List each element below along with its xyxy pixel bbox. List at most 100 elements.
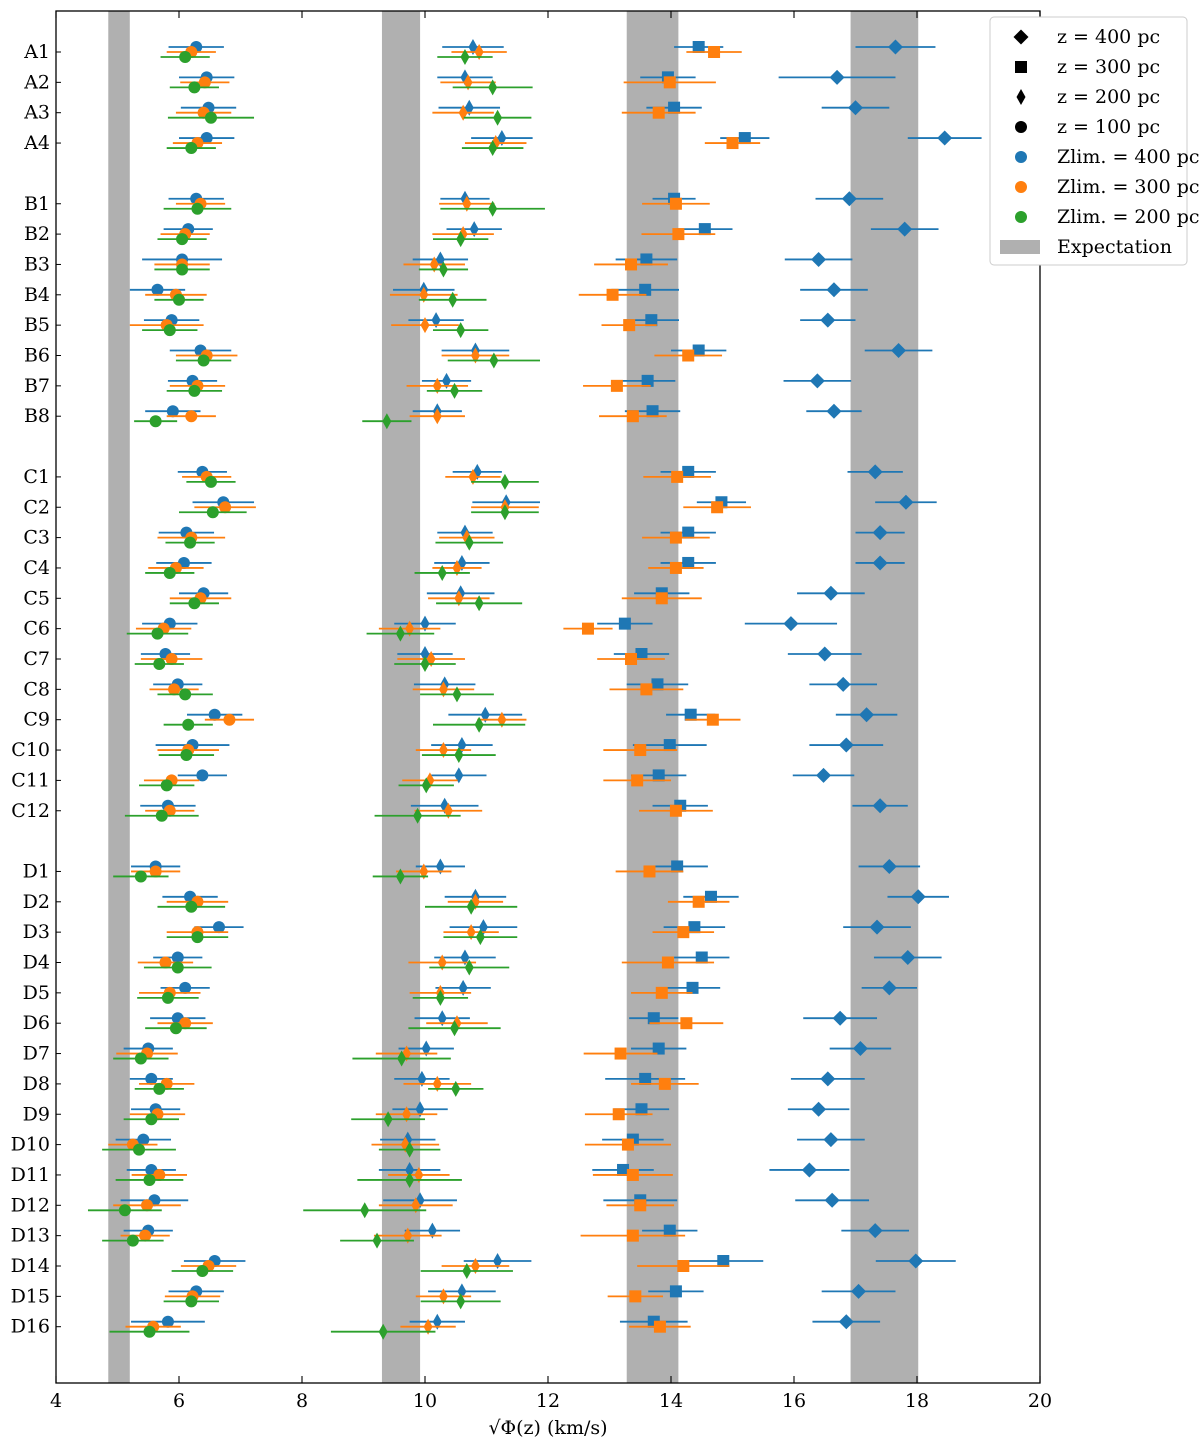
thin-diamond-marker [458, 104, 468, 121]
diamond-marker [867, 464, 883, 480]
thin-diamond-marker [427, 1222, 437, 1239]
square-marker [680, 1017, 693, 1030]
row-label: B2 [24, 223, 50, 245]
circle-marker [188, 597, 201, 610]
row-A4: A4 [23, 130, 982, 157]
thin-diamond-marker [493, 1253, 503, 1269]
diamond-marker [820, 1071, 836, 1087]
diamond-marker [841, 191, 857, 207]
row-D15: D15 [11, 1283, 896, 1310]
row-D8: D8 [23, 1070, 865, 1097]
row-label: C2 [23, 496, 50, 518]
thin-diamond-marker [395, 868, 405, 885]
circle-marker [197, 354, 210, 367]
thin-diamond-marker [443, 802, 453, 819]
square-marker [629, 1290, 642, 1303]
row-B6: B6 [24, 342, 933, 369]
square-marker [671, 860, 684, 873]
thin-diamond-marker [437, 954, 447, 971]
diamond-marker [898, 494, 914, 510]
row-A1: A1 [23, 39, 936, 65]
thin-diamond-marker [378, 1323, 388, 1340]
square-marker [672, 228, 685, 241]
diamond-marker [881, 858, 897, 874]
thin-diamond-marker [423, 1318, 433, 1335]
square-marker [692, 41, 705, 53]
row-label: B3 [24, 253, 50, 275]
data-rows: A1 A2 A3 A4 B1 B2 B3 B4 B5 B6 B7 B8 C1 C2 C3 C4 C5 C6 C7 C8… [11, 39, 982, 1340]
row-label: C10 [11, 739, 50, 761]
diamond-marker [823, 1132, 839, 1148]
thin-diamond-marker [468, 468, 478, 485]
row-D2: D2 [23, 888, 949, 915]
thin-diamond-marker [488, 200, 498, 217]
thin-diamond-marker [405, 1161, 415, 1178]
diamond-marker [811, 1101, 827, 1117]
square-marker [634, 744, 647, 757]
square-marker [652, 1042, 665, 1055]
thin-diamond-marker [432, 1075, 442, 1092]
square-marker [626, 1168, 639, 1181]
square-marker [640, 683, 653, 696]
circle-marker [180, 749, 193, 762]
circle-marker [139, 1229, 152, 1242]
diamond-marker [1013, 29, 1029, 45]
x-tick-label: 16 [782, 1390, 806, 1412]
square-marker [677, 926, 690, 939]
row-label: D2 [23, 891, 50, 913]
square-marker [614, 1047, 627, 1060]
square-marker [639, 283, 652, 296]
row-label: C11 [11, 769, 50, 791]
square-marker [669, 804, 682, 817]
thin-diamond-marker [419, 863, 429, 880]
row-D10: D10 [11, 1131, 865, 1158]
thin-diamond-marker [466, 924, 476, 941]
square-marker [618, 617, 631, 630]
diamond-marker [838, 1314, 854, 1330]
thin-diamond-marker [458, 979, 468, 996]
circle-marker [160, 779, 173, 792]
diamond-marker [897, 221, 913, 237]
row-C9: C9 [23, 706, 898, 733]
diamond-marker [838, 737, 854, 753]
row-D12: D12 [11, 1192, 870, 1219]
thin-diamond-marker [452, 559, 462, 576]
row-D3: D3 [23, 919, 911, 946]
square-marker [606, 288, 619, 301]
thin-diamond-marker [414, 1166, 424, 1183]
circle-marker [155, 809, 168, 822]
row-D14: D14 [11, 1253, 956, 1279]
row-B5: B5 [24, 312, 856, 339]
thin-diamond-marker [432, 377, 442, 394]
square-marker [671, 470, 684, 483]
circle-marker [196, 769, 209, 782]
square-marker [686, 981, 699, 994]
diamond-marker [872, 525, 888, 541]
thin-diamond-marker [464, 534, 474, 551]
thin-diamond-marker [448, 291, 458, 308]
square-marker [688, 921, 701, 934]
square-marker [682, 349, 695, 362]
row-label: B4 [24, 284, 50, 306]
circle-marker [143, 1173, 156, 1186]
row-label: D6 [23, 1012, 50, 1034]
circle-marker [185, 1295, 198, 1308]
square-marker [711, 501, 724, 514]
diamond-marker [872, 555, 888, 571]
thin-diamond-marker [454, 747, 464, 764]
thin-diamond-marker [438, 742, 448, 759]
row-label: D7 [23, 1043, 50, 1065]
square-marker [610, 379, 623, 392]
row-B1: B1 [24, 190, 884, 217]
thin-diamond-marker [456, 1293, 466, 1310]
diamond-marker [851, 1283, 867, 1299]
circle-marker [179, 51, 192, 63]
circle-marker [151, 283, 164, 296]
circle-marker [179, 1017, 192, 1030]
circle-marker [1015, 211, 1027, 223]
circle-marker [153, 1082, 166, 1095]
circle-marker [141, 1199, 154, 1212]
diamond-marker [809, 373, 825, 389]
thin-diamond-marker [500, 504, 510, 521]
square-marker [695, 951, 708, 964]
